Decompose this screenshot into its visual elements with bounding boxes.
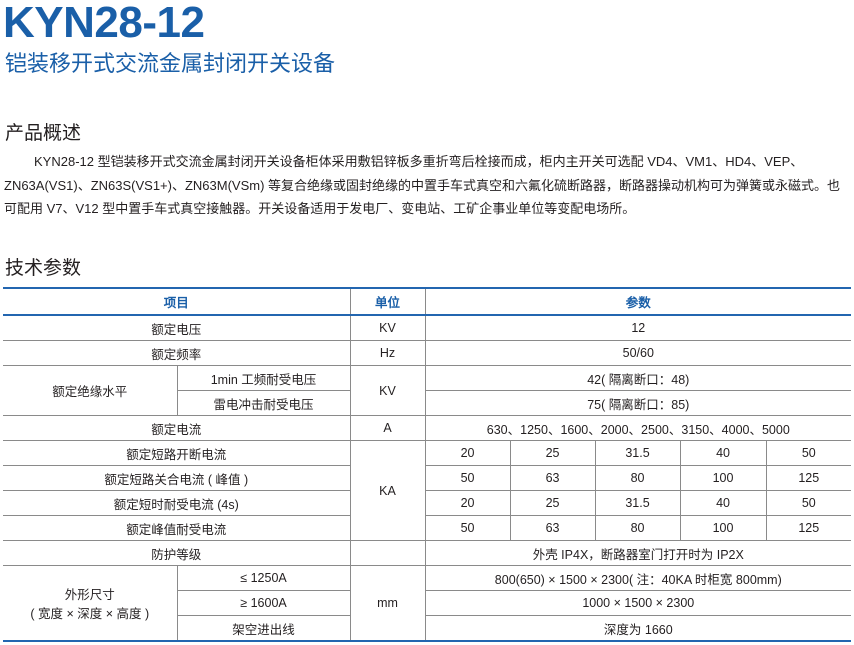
cell-value: 80 [594,465,681,491]
row-value: 1000 × 1500 × 2300 [424,590,852,616]
table-row: 额定短路关合电流 ( 峰值 ) 50 63 80 100 125 [3,465,852,491]
dimensions-label: 外形尺寸 [64,588,115,602]
table-row: 额定短时耐受电流 (4s) 20 25 31.5 40 50 [3,490,852,516]
cell-value: 100 [679,515,767,541]
column-header-item: 项目 [3,287,351,316]
table-row: ≥ 1600A 1000 × 1500 × 2300 [3,590,852,616]
cell-value: 20 [424,490,511,516]
cell-value: 31.5 [594,440,681,466]
row-label: 额定峰值耐受电流 [3,515,351,541]
row-sublabel: 1min 工频耐受电压 [176,365,351,391]
product-subtitle: 铠装移开式交流金属封闭开关设备 [5,52,336,77]
column-header-params: 参数 [424,287,852,316]
overview-text: KYN28-12 型铠装移开式交流金属封闭开关设备柜体采用敷铝锌板多重折弯后栓接… [4,154,841,216]
cell-value: 50 [424,515,511,541]
row-value: 深度为 1660 [424,615,852,642]
row-label: 额定短路关合电流 ( 峰值 ) [3,465,351,491]
row-sublabel: ≥ 1600A [177,590,351,616]
cell-value: 100 [679,465,767,491]
table-row: 额定电压 KV 12 [3,314,852,341]
cell-value: 125 [765,515,852,541]
column-header-unit: 单位 [349,287,426,316]
table-row: 额定频率 Hz 50/60 [3,340,852,366]
cell-value: 125 [765,465,852,491]
row-unit: mm [349,565,426,642]
cell-value: 63 [509,515,596,541]
row-value: 75( 隔离断口：85) [424,390,852,416]
table-row: 雷电冲击耐受电压 75( 隔离断口：85) [3,390,852,416]
row-value: 42( 隔离断口：48) [424,365,852,391]
overview-heading: 产品概述 [5,122,82,144]
row-label: 额定频率 [3,340,351,366]
table-row: 架空进出线 深度为 1660 [3,615,852,642]
cell-value: 40 [679,490,767,516]
cell-value: 40 [679,440,767,466]
cell-value: 80 [594,515,681,541]
cell-value: 50 [424,465,511,491]
row-label: 外形尺寸 ( 宽度 × 深度 × 高度 ) [3,565,178,642]
row-value: 800(650) × 1500 × 2300( 注：40KA 时柜宽 800mm… [424,565,852,591]
row-value: 12 [424,314,852,341]
row-value: 50/60 [424,340,852,366]
row-unit: Hz [349,340,426,366]
cell-value: 25 [509,440,596,466]
row-sublabel: 架空进出线 [177,615,351,642]
row-unit-empty [349,540,426,566]
product-title: KYN28-12 [3,0,205,47]
table-row: 外形尺寸 ( 宽度 × 深度 × 高度 ) ≤ 1250A mm 800(650… [3,565,852,642]
row-sublabel: 雷电冲击耐受电压 [177,390,351,416]
row-unit: KV [349,365,426,416]
row-sublabel: ≤ 1250A [176,565,351,591]
cell-value: 31.5 [594,490,681,516]
row-unit: KA [349,440,426,541]
cell-value: 50 [765,490,852,516]
table-row: 额定短路开断电流 KA 20 25 31.5 40 50 [3,440,852,541]
row-unit: A [349,415,426,441]
row-label: 额定电压 [3,314,351,341]
row-label: 防护等级 [3,540,351,566]
cell-value: 50 [765,440,852,466]
row-value: 外壳 IP4X，断路器室门打开时为 IP2X [424,540,852,566]
row-label: 额定电流 [3,415,351,441]
specs-table: 项目 单位 参数 额定电压 KV 12 额定频率 Hz 50/60 额定绝缘水平… [3,287,852,642]
table-row: 额定电流 A 630、1250、1600、2000、2500、3150、4000… [3,415,852,441]
row-label: 额定短时耐受电流 (4s) [3,490,351,516]
cell-value: 20 [424,440,511,466]
table-row: 额定峰值耐受电流 50 63 80 100 125 [3,515,852,541]
cell-value: 25 [509,490,596,516]
row-label: 额定短路开断电流 [3,440,351,466]
row-label: 额定绝缘水平 [3,365,178,416]
dimensions-sublabel: ( 宽度 × 深度 × 高度 ) [30,607,150,621]
table-header-row: 项目 单位 参数 [3,287,852,316]
cell-value: 63 [509,465,596,491]
table-row: 额定绝缘水平 1min 工频耐受电压 KV 42( 隔离断口：48) [3,365,852,416]
table-row: 防护等级 外壳 IP4X，断路器室门打开时为 IP2X [3,540,852,566]
row-value: 630、1250、1600、2000、2500、3150、4000、5000 [424,415,852,441]
specs-heading: 技术参数 [5,257,82,279]
row-unit: KV [349,314,426,341]
